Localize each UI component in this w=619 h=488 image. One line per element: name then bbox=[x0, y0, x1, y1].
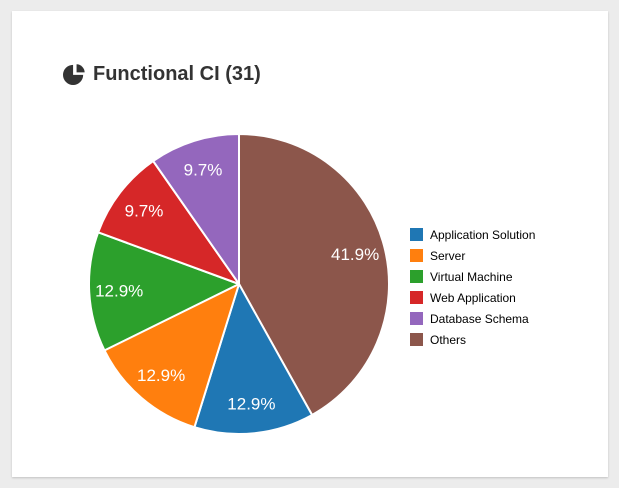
pie-slice-application-solution[interactable] bbox=[193, 283, 314, 435]
legend-label-virtual-machine: Virtual Machine bbox=[430, 269, 513, 284]
legend-item-web-application[interactable]: Web Application bbox=[410, 287, 535, 308]
pie-slice-label-application-solution: 12.9% bbox=[227, 394, 275, 413]
legend-item-virtual-machine[interactable]: Virtual Machine bbox=[410, 266, 535, 287]
legend-label-server: Server bbox=[430, 248, 466, 263]
pie-slice-database-schema[interactable] bbox=[152, 133, 240, 285]
card-header: Functional CI (31) bbox=[63, 63, 261, 85]
pie-slice-label-web-application: 9.7% bbox=[125, 202, 164, 221]
pie-slice-server[interactable] bbox=[103, 283, 240, 429]
legend-swatch-web-application bbox=[410, 291, 423, 304]
functional-ci-card: Functional CI (31) 41.9% 12.9% 12.9% 12.9% 9… bbox=[12, 11, 608, 477]
pie-slice-virtual-machine[interactable] bbox=[88, 231, 240, 352]
legend-swatch-server bbox=[410, 249, 423, 262]
pie-slice-label-database-schema: 9.7% bbox=[184, 161, 223, 180]
pie-slice-label-virtual-machine: 12.9% bbox=[95, 281, 143, 300]
pie-chart-svg: 41.9% 12.9% 12.9% 12.9% 9.7% 9.7% bbox=[88, 133, 390, 435]
legend-label-others: Others bbox=[430, 332, 467, 347]
legend-label-web-application: Web Application bbox=[430, 290, 516, 305]
legend-label-application-solution: Application Solution bbox=[430, 227, 536, 242]
legend-label-database-schema: Database Schema bbox=[430, 311, 529, 326]
pie-slice-others[interactable] bbox=[238, 133, 390, 416]
pie-slice-web-application[interactable] bbox=[97, 160, 240, 285]
legend-item-database-schema[interactable]: Database Schema bbox=[410, 308, 535, 329]
legend-swatch-virtual-machine bbox=[410, 270, 423, 283]
legend-item-server[interactable]: Server bbox=[410, 245, 535, 266]
legend-swatch-application-solution bbox=[410, 228, 423, 241]
legend-swatch-others bbox=[410, 333, 423, 346]
legend: Application Solution Server Virtual Machin… bbox=[410, 224, 535, 350]
legend-item-application-solution[interactable]: Application Solution bbox=[410, 224, 535, 245]
pie-chart-icon bbox=[63, 64, 85, 85]
card-title: Functional CI (31) bbox=[93, 63, 261, 85]
pie-slice-label-server: 12.9% bbox=[137, 366, 185, 385]
pie-slice-label-others: 41.9% bbox=[331, 245, 379, 264]
legend-swatch-database-schema bbox=[410, 312, 423, 325]
legend-item-others[interactable]: Others bbox=[410, 329, 535, 350]
